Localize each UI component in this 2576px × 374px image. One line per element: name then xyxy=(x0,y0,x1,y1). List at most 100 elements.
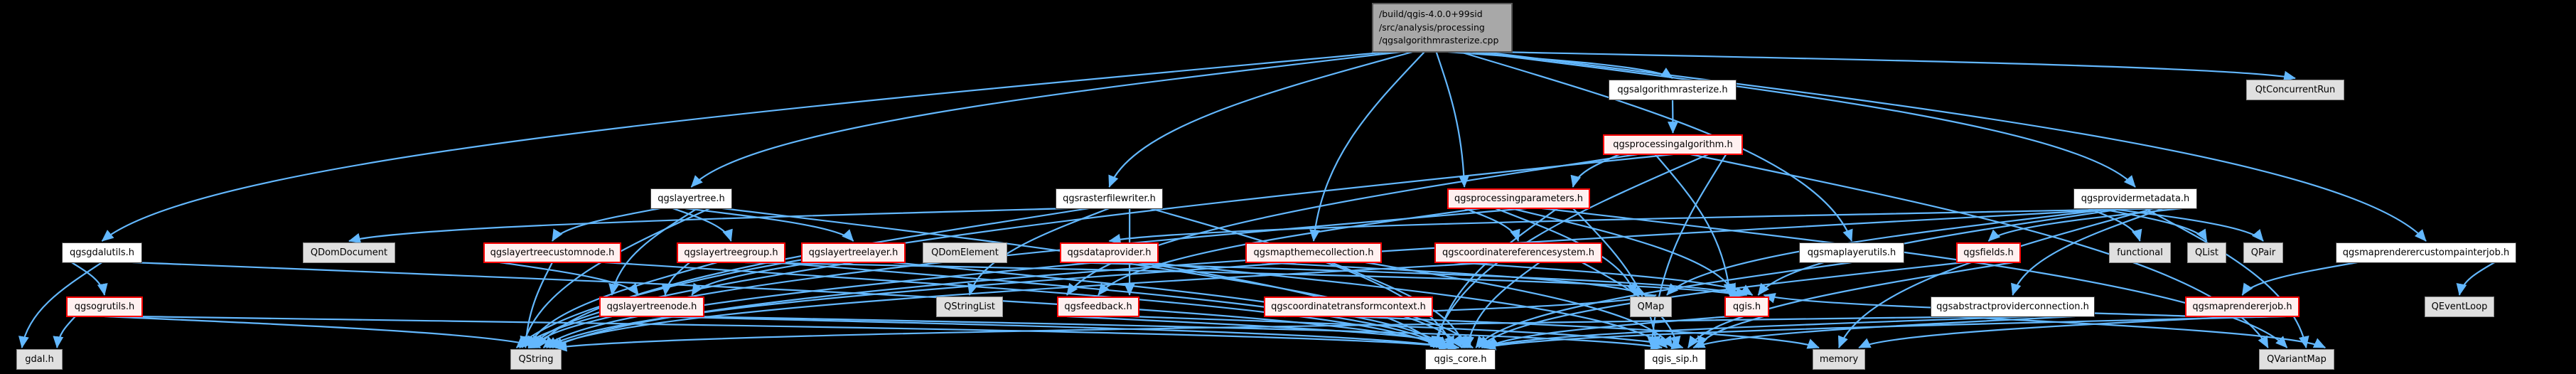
include-edge xyxy=(1261,261,1646,296)
include-edge xyxy=(1763,292,2199,318)
node-QStringList: QStringList xyxy=(936,296,1003,317)
include-edge xyxy=(515,153,1673,348)
include-edge xyxy=(520,208,711,348)
include-edge xyxy=(1950,315,2327,348)
include-edge xyxy=(691,261,814,296)
include-edge xyxy=(1483,315,2286,351)
include-edge xyxy=(1486,315,1730,348)
node-qgsprocessingalgorithm-h[interactable]: qgsprocessingalgorithm.h xyxy=(1603,134,1743,155)
node-qgis-core-h[interactable]: qgis_core.h xyxy=(1425,349,1496,370)
include-edge xyxy=(1432,208,1558,348)
include-edge xyxy=(1654,154,1734,296)
include-edge xyxy=(134,315,1460,352)
include-edge xyxy=(1542,207,2288,348)
include-edge xyxy=(527,261,718,348)
include-edge xyxy=(537,207,1089,348)
include-edge xyxy=(604,261,1443,348)
include-edge xyxy=(1572,208,1661,348)
include-edge xyxy=(1454,261,1754,296)
include-edge xyxy=(1570,153,1621,188)
include-edge xyxy=(1066,153,1638,296)
node-QList: QList xyxy=(2187,242,2226,263)
node-qgsogrutils-h[interactable]: qgsogrutils.h xyxy=(66,296,143,317)
node-qgslayertreenode-h[interactable]: qgslayertreenode.h xyxy=(599,296,704,317)
node-QString: QString xyxy=(510,349,562,370)
node-qgscoordinatetransformcontext-h[interactable]: qgscoordinatetransformcontext.h xyxy=(1264,296,1433,317)
include-edge xyxy=(1464,262,1540,348)
node-qgslayertreecustomnode-h[interactable]: qgslayertreecustomnode.h xyxy=(483,242,621,263)
include-edge xyxy=(519,207,1527,348)
node-qgsmapthemecollection-h[interactable]: qgsmapthemecollection.h xyxy=(1245,242,1382,263)
include-edge xyxy=(651,315,1451,351)
node-qgslayertree-h[interactable]: qgslayertree.h xyxy=(650,188,732,209)
include-edge xyxy=(1365,261,1673,348)
node-qgsmaplayerutils-h[interactable]: qgsmaplayerutils.h xyxy=(1799,242,1904,263)
include-edge xyxy=(661,262,691,296)
node-QPair: QPair xyxy=(2243,242,2283,263)
node-QEventLoop: QEventLoop xyxy=(2425,296,2494,317)
include-edge xyxy=(2456,262,2496,296)
include-edge xyxy=(1471,50,2136,188)
include-edge xyxy=(685,207,854,242)
node-qgsfeedback-h[interactable]: qgsfeedback.h xyxy=(1057,296,1139,317)
node-qgsmaprenderercustompainterjob-h[interactable]: qgsmaprenderercustompainterjob.h xyxy=(2336,242,2516,263)
include-edge xyxy=(500,261,640,296)
include-edge xyxy=(2011,207,2164,296)
node-QDomDocument: QDomDocument xyxy=(303,242,395,263)
include-edge xyxy=(1129,315,1684,350)
include-edge xyxy=(2097,207,2208,242)
include-edge xyxy=(1348,315,1820,349)
include-edge xyxy=(1496,50,2296,82)
include-edge xyxy=(2107,207,2264,242)
include-edge xyxy=(772,261,1446,348)
include-edge xyxy=(1309,51,1425,242)
node-qgis-sip-h[interactable]: qgis_sip.h xyxy=(1644,349,1706,370)
node-qgscoordinatereferencesystem-h[interactable]: qgscoordinatereferencesystem.h xyxy=(1434,242,1602,263)
include-edge xyxy=(744,261,1742,299)
node-qgsprocessingparameters-h[interactable]: qgsprocessingparameters.h xyxy=(1447,188,1590,209)
include-edge xyxy=(520,262,553,348)
include-edge xyxy=(1108,50,1413,188)
node-qgsalgorithmrasterize-h[interactable]: qgsalgorithmrasterize.h xyxy=(1609,80,1737,100)
node-QDomElement: QDomElement xyxy=(923,242,1007,263)
node-root: /build/qgis-4.0.0+99sid /src/analysis/pr… xyxy=(1372,3,1513,53)
include-edge xyxy=(1108,207,2173,245)
include-edge xyxy=(549,261,1498,348)
node-qgsgdalutils-h[interactable]: qgsgdalutils.h xyxy=(62,242,142,263)
node-qgsabstractproviderconnection-h[interactable]: qgsabstractproviderconnection.h xyxy=(1931,296,2095,317)
node-qgsrasterfilewriter-h[interactable]: qgsrasterfilewriter.h xyxy=(1056,188,1163,209)
include-edge xyxy=(1692,315,2076,348)
include-edge xyxy=(722,207,1440,348)
include-edge xyxy=(70,262,108,296)
include-edge xyxy=(1481,315,2034,350)
include-edge xyxy=(545,261,1297,348)
include-edge xyxy=(672,207,733,242)
include-edge xyxy=(552,207,2136,348)
node-qgsmaprendererjob-h[interactable]: qgsmaprendererjob.h xyxy=(2185,296,2299,317)
node-qgslayertreelayer-h[interactable]: qgslayertreelayer.h xyxy=(801,242,906,263)
include-edge xyxy=(1987,207,2183,242)
node-qgslayertreegroup-h[interactable]: qgslayertreegroup.h xyxy=(677,242,785,263)
node-qgsdataprovider-h[interactable]: qgsdataprovider.h xyxy=(1060,242,1159,263)
include-edge xyxy=(1483,50,2427,242)
node-functional: functional xyxy=(2109,242,2171,263)
node-qgis-h[interactable]: qgis.h xyxy=(1724,296,1769,317)
include-edge xyxy=(1066,315,1474,349)
include-edge xyxy=(348,207,1069,244)
node-qgsprovidermetadata-h[interactable]: qgsprovidermetadata.h xyxy=(2073,188,2197,209)
node-QVariantMap: QVariantMap xyxy=(2259,349,2334,370)
include-edge xyxy=(53,316,76,348)
include-edge xyxy=(542,261,1097,348)
include-edge xyxy=(1431,153,1709,348)
node-QtConcurrentRun: QtConcurrentRun xyxy=(2246,80,2344,100)
node-memory: memory xyxy=(1813,349,1865,370)
include-edge xyxy=(692,315,1663,351)
include-edge xyxy=(2241,261,2358,296)
include-edge xyxy=(101,50,1389,242)
node-qgsfields-h[interactable]: qgsfields.h xyxy=(1956,242,2021,263)
include-edge xyxy=(2144,208,2309,348)
include-edge xyxy=(1697,315,1764,348)
include-edge xyxy=(690,50,1401,188)
